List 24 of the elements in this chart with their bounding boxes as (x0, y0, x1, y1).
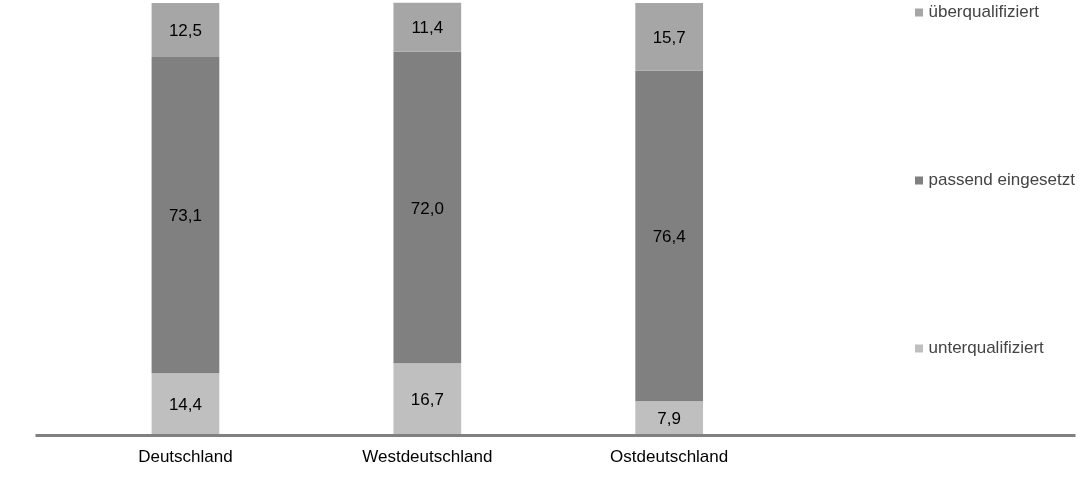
bar (635, 401, 704, 436)
x-tick-label: Ostdeutschland (610, 446, 729, 466)
legend-label: passend eingesetzt (928, 170, 1075, 190)
legend-label: überqualifiziert (928, 2, 1040, 22)
data-label: 7,9 (657, 409, 681, 429)
data-label: 12,5 (168, 20, 202, 40)
data-label: 73,1 (168, 206, 202, 226)
data-label: 16,7 (410, 390, 444, 410)
bar (151, 373, 220, 436)
legend-label: unterqualifiziert (928, 338, 1044, 358)
data-label: 14,4 (168, 395, 202, 415)
x-tick-label: Deutschland (138, 446, 233, 466)
bar (151, 57, 220, 374)
bar (635, 70, 704, 402)
data-label: 15,7 (652, 27, 686, 47)
data-label: 11,4 (411, 18, 444, 38)
bar (393, 363, 462, 436)
bar (393, 51, 462, 364)
bar (635, 2, 704, 71)
data-label: 76,4 (652, 227, 686, 247)
x-tick-label: Westdeutschland (362, 446, 493, 466)
data-label: 72,0 (410, 198, 444, 218)
bar (393, 2, 462, 52)
bar (151, 2, 220, 57)
